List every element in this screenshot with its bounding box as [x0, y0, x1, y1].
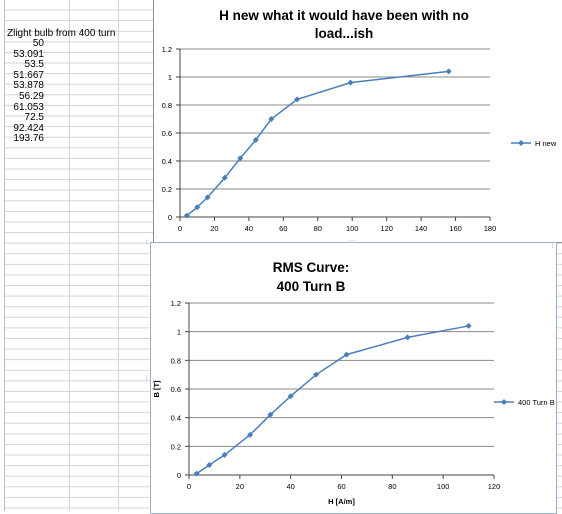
legend-label: 400 Turn B	[518, 398, 555, 407]
x-tick-label: 20	[210, 224, 218, 233]
x-tick-label: 20	[236, 482, 244, 491]
sheet-cell[interactable]: 92.424	[13, 122, 44, 134]
data-point	[287, 393, 294, 400]
chart-title-line2: load...ish	[314, 26, 374, 41]
x-tick-label: 0	[187, 482, 191, 491]
data-point	[343, 351, 350, 358]
x-tick-label: 120	[380, 224, 393, 233]
data-point	[204, 194, 211, 201]
chart-title: H new what it would have been with no lo…	[174, 7, 514, 43]
data-point	[445, 68, 452, 75]
legend-marker	[501, 399, 507, 405]
y-tick-label: 1.2	[162, 45, 172, 54]
y-tick-label: 0.4	[171, 414, 181, 423]
resize-handle[interactable]: ⁞	[146, 376, 148, 382]
data-point	[347, 79, 354, 86]
y-tick-label: 0.8	[162, 101, 172, 110]
y-axis-label: B [T]	[152, 380, 161, 398]
x-tick-label: 100	[437, 482, 450, 491]
chart-plot: 0 0.2 0.4 0.6 0.8 1 1.2 0 20 40 60 80 100 120 140 160 18…	[162, 45, 557, 233]
data-point	[267, 411, 274, 418]
data-point	[252, 137, 259, 143]
data-point	[268, 116, 275, 122]
y-tick-label: 0.8	[171, 356, 181, 365]
sheet-cell[interactable]: 50	[32, 38, 44, 49]
chart-title-line2: 400 Turn B	[276, 279, 346, 294]
y-tick-label: 1	[177, 328, 181, 337]
y-tick-label: 0.2	[171, 442, 181, 451]
sheet-cell[interactable]: 53.091	[13, 48, 44, 60]
sheet-cell[interactable]: 61.053	[13, 101, 44, 113]
sheet-cell[interactable]: 193.76	[13, 133, 44, 145]
legend-label: H new	[535, 139, 557, 148]
y-tick-label: 0.6	[171, 385, 181, 394]
resize-handle[interactable]: ····	[349, 238, 357, 244]
series-line	[196, 325, 469, 475]
legend-marker	[518, 140, 524, 146]
header-cell[interactable]: Zlight bulb from 400 turn	[7, 28, 116, 39]
x-tick-label: 160	[449, 224, 462, 233]
data-point	[206, 461, 213, 468]
x-tick-label: 40	[245, 224, 253, 233]
data-point	[313, 371, 320, 378]
x-tick-label: 80	[314, 224, 322, 233]
chart-plot: 0 0.2 0.4 0.6 0.8 1 1.2 0 20 40 60 80 100 120 400 Turn…	[152, 299, 555, 506]
y-tick-label: 0	[168, 213, 172, 222]
sheet-cell[interactable]: 72.5	[24, 112, 44, 124]
chart-title-line1: RMS Curve:	[272, 260, 350, 275]
y-tick-label: 1.2	[171, 299, 181, 308]
series-line	[186, 70, 449, 217]
y-tick-label: 0.2	[162, 185, 172, 194]
column-divider	[118, 0, 119, 511]
chart-rms-curve[interactable]: RMS Curve: 400 Turn B 0 0.2 0.4 0.6 0.8 1 1.2 0…	[150, 242, 557, 514]
chart-title-line1: H new what it would have been with no	[219, 8, 469, 23]
y-tick-label: 0.6	[162, 129, 172, 138]
x-tick-label: 60	[337, 482, 345, 491]
data-point	[193, 470, 200, 477]
x-tick-label: 180	[484, 224, 497, 233]
x-tick-label: 0	[178, 224, 182, 233]
chart-h-new[interactable]: H new what it would have been with no lo…	[153, 0, 562, 243]
data-point	[294, 96, 301, 103]
data-point	[237, 155, 244, 162]
x-tick-label: 60	[279, 224, 287, 233]
x-tick-label: 140	[415, 224, 428, 233]
x-tick-label: 80	[388, 482, 396, 491]
sheet-cell[interactable]: 53.5	[24, 59, 44, 71]
data-point	[221, 451, 228, 458]
column-divider	[69, 0, 70, 511]
data-point	[465, 322, 472, 329]
data-point	[221, 174, 228, 181]
row-header-strip[interactable]	[0, 0, 5, 511]
resize-handle[interactable]: ⁞	[146, 240, 148, 246]
sheet-cell[interactable]: 51.667	[13, 69, 44, 81]
x-axis-label: H [A/m]	[328, 497, 355, 506]
data-point	[404, 334, 411, 341]
data-point	[194, 204, 201, 211]
y-tick-label: 0.4	[162, 157, 172, 166]
data-point	[183, 212, 190, 219]
x-tick-label: 40	[286, 482, 294, 491]
y-tick-label: 1	[168, 73, 172, 82]
x-tick-label: 120	[488, 482, 501, 491]
chart-title: RMS Curve: 400 Turn B	[191, 258, 431, 296]
sheet-cell[interactable]: 53.878	[13, 80, 44, 92]
y-tick-label: 0	[177, 471, 181, 480]
data-point	[247, 431, 253, 438]
sheet-cell[interactable]: 56.29	[18, 91, 44, 102]
x-tick-label: 100	[346, 224, 359, 233]
resize-handle[interactable]: ⁞	[552, 244, 554, 250]
